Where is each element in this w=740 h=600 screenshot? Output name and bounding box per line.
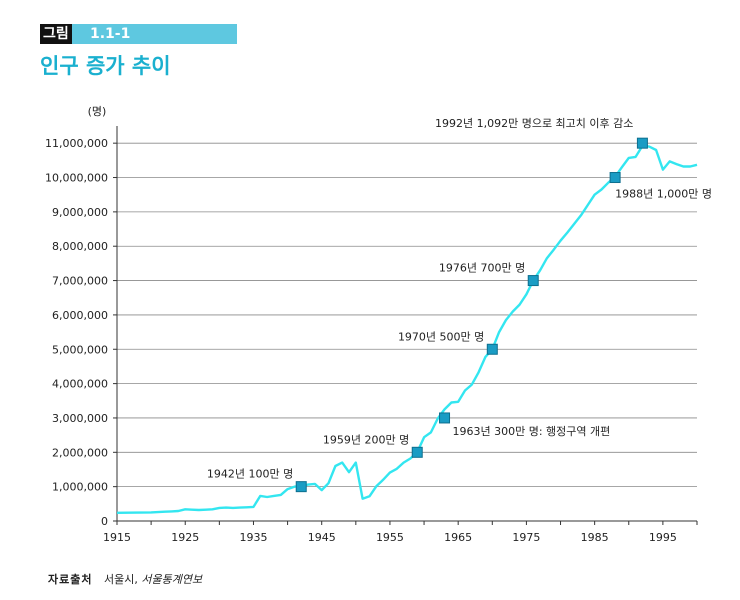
series-line — [116, 144, 698, 514]
milestone-marker — [295, 481, 307, 493]
y-tick-label: 9,000,000 — [52, 206, 108, 219]
annotations: 1942년 100만 명 1959년 200만 명 1963년 300만 명: 행정… — [207, 117, 712, 480]
source-title: 서울통계연보 — [141, 573, 203, 586]
y-tick-label: 1,000,000 — [52, 481, 108, 494]
y-tick-label: 4,000,000 — [52, 378, 108, 391]
figure-banner: 그림 1.1-1 — [40, 24, 237, 44]
x-tick-label: 1925 — [171, 531, 199, 544]
milestone-marker — [636, 137, 648, 149]
annotation-label: 1976년 700만 명 — [439, 262, 525, 275]
series — [116, 144, 698, 514]
y-tick-label: 6,000,000 — [52, 309, 108, 322]
y-axis-label: (명) — [88, 105, 107, 118]
axes — [113, 126, 698, 525]
y-tick-label: 7,000,000 — [52, 275, 108, 288]
source-note: 자료출처 서울시, 서울통계연보 — [48, 571, 202, 587]
annotation-label: 1992년 1,092만 명으로 최고치 이후 감소 — [435, 117, 633, 130]
x-tick-label: 1975 — [512, 531, 540, 544]
annotation-label: 1959년 200만 명 — [323, 433, 409, 446]
milestone-marker — [439, 412, 451, 424]
x-tick-label: 1965 — [444, 531, 472, 544]
y-tick-label: 0 — [101, 515, 108, 528]
y-tick-label: 8,000,000 — [52, 240, 108, 253]
milestone-marker — [527, 275, 539, 287]
milestone-marker — [486, 343, 498, 355]
x-tick-label: 1935 — [239, 531, 267, 544]
annotation-label: 1963년 300만 명: 행정구역 개편 — [453, 425, 611, 438]
annotation-label: 1942년 100만 명 — [207, 468, 293, 481]
x-tick-label: 1945 — [308, 531, 336, 544]
y-tick-label: 10,000,000 — [45, 172, 108, 185]
y-tick-label: 2,000,000 — [52, 446, 108, 459]
annotation-label: 1988년 1,000만 명 — [615, 188, 712, 201]
y-tick-labels: 0 1,000,000 2,000,000 3,000,000 4,000,000 5,0… — [45, 137, 108, 528]
x-tick-label: 1955 — [376, 531, 404, 544]
x-tick-label: 1915 — [103, 531, 131, 544]
x-tick-labels: 1915 1925 1935 1945 1955 1965 1975 1985 1995 — [103, 531, 677, 544]
grid-lines — [117, 142, 697, 488]
milestone-marker — [411, 446, 423, 458]
x-tick-label: 1995 — [649, 531, 677, 544]
x-tick-label: 1985 — [581, 531, 609, 544]
y-tick-label: 11,000,000 — [45, 137, 108, 150]
annotation-label: 1970년 500만 명 — [398, 330, 484, 343]
figure-title: 인구 증가 추이 — [40, 54, 171, 78]
markers — [295, 137, 648, 493]
y-tick-label: 5,000,000 — [52, 343, 108, 356]
milestone-marker — [609, 172, 621, 184]
y-tick-label: 3,000,000 — [52, 412, 108, 425]
source-org: 서울시, — [103, 573, 138, 586]
figure-tag: 그림 — [40, 24, 72, 44]
figure-number: 1.1-1 — [90, 26, 131, 42]
source-label: 자료출처 — [48, 573, 93, 586]
